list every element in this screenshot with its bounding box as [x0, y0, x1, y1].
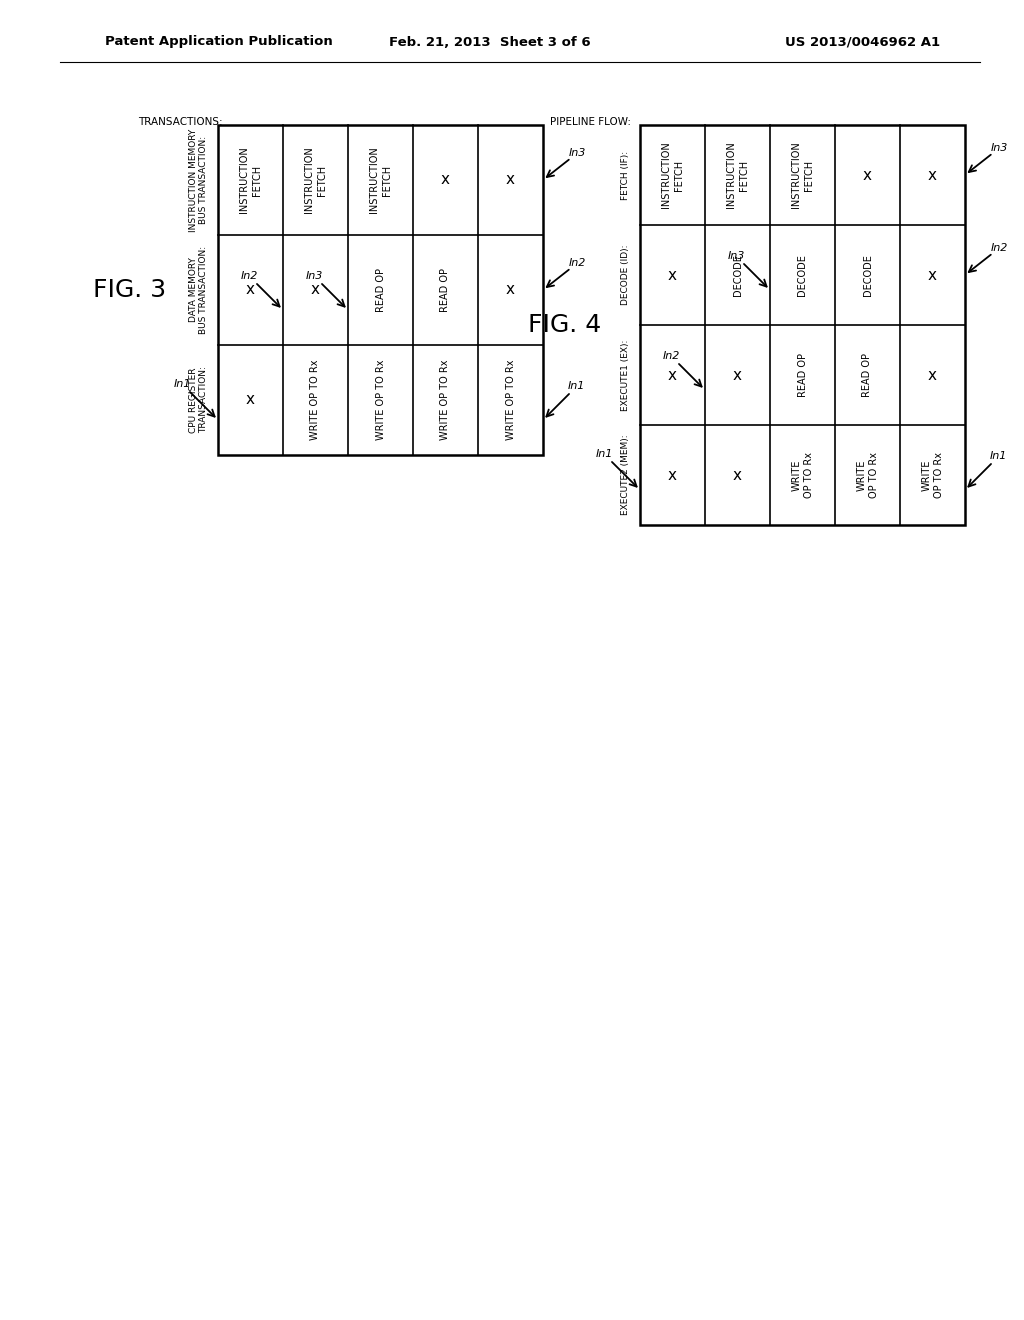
Text: READ OP: READ OP — [862, 352, 872, 397]
Text: EXECUTE2 (MEM):: EXECUTE2 (MEM): — [621, 434, 630, 515]
Text: INSTRUCTION
FETCH: INSTRUCTION FETCH — [304, 147, 327, 214]
Text: x: x — [668, 367, 677, 383]
Text: READ OP: READ OP — [376, 268, 385, 312]
Text: WRITE OP TO Rx: WRITE OP TO Rx — [376, 360, 385, 441]
Text: FETCH (IF):: FETCH (IF): — [621, 150, 630, 199]
Text: INSTRUCTION
FETCH: INSTRUCTION FETCH — [792, 141, 814, 209]
Bar — [640, 125, 965, 525]
Text: INSTRUCTION
FETCH: INSTRUCTION FETCH — [240, 147, 262, 214]
Text: INSTRUCTION
FETCH: INSTRUCTION FETCH — [726, 141, 749, 209]
Text: x: x — [441, 173, 450, 187]
Text: PIPELINE FLOW:: PIPELINE FLOW: — [550, 117, 631, 127]
Text: WRITE OP TO Rx: WRITE OP TO Rx — [440, 360, 451, 441]
Text: In3: In3 — [568, 148, 586, 158]
Text: READ OP: READ OP — [440, 268, 451, 312]
Text: In1: In1 — [990, 451, 1008, 462]
Text: x: x — [668, 268, 677, 282]
Text: WRITE
OP TO Rx: WRITE OP TO Rx — [792, 451, 814, 498]
Text: CPU REGISTER
TRANSACTION:: CPU REGISTER TRANSACTION: — [188, 367, 208, 433]
Text: In1: In1 — [596, 449, 613, 459]
Text: DECODE: DECODE — [862, 253, 872, 296]
Text: INSTRUCTION
FETCH: INSTRUCTION FETCH — [662, 141, 684, 209]
Text: In2: In2 — [663, 351, 680, 362]
Text: x: x — [863, 168, 872, 182]
Text: TRANSACTIONS:: TRANSACTIONS: — [138, 117, 222, 127]
Text: US 2013/0046962 A1: US 2013/0046962 A1 — [784, 36, 940, 49]
Text: x: x — [506, 173, 515, 187]
Text: FIG. 4: FIG. 4 — [528, 313, 602, 337]
Text: x: x — [733, 467, 742, 483]
Text: In3: In3 — [990, 143, 1008, 153]
Text: INSTRUCTION MEMORY
BUS TRANSACTION:: INSTRUCTION MEMORY BUS TRANSACTION: — [188, 128, 208, 231]
Text: x: x — [668, 467, 677, 483]
Text: INSTRUCTION
FETCH: INSTRUCTION FETCH — [370, 147, 392, 214]
Text: In1: In1 — [174, 379, 191, 389]
Text: x: x — [928, 268, 937, 282]
Text: Patent Application Publication: Patent Application Publication — [105, 36, 333, 49]
Text: WRITE OP TO Rx: WRITE OP TO Rx — [506, 360, 515, 441]
Text: In2: In2 — [241, 272, 258, 281]
Text: In2: In2 — [568, 257, 586, 268]
Text: WRITE OP TO Rx: WRITE OP TO Rx — [310, 360, 321, 441]
Text: In1: In1 — [568, 381, 586, 391]
Text: In3: In3 — [728, 251, 745, 261]
Text: x: x — [928, 367, 937, 383]
Text: Feb. 21, 2013  Sheet 3 of 6: Feb. 21, 2013 Sheet 3 of 6 — [389, 36, 591, 49]
Text: x: x — [928, 168, 937, 182]
Text: x: x — [246, 392, 255, 408]
Text: WRITE
OP TO Rx: WRITE OP TO Rx — [856, 451, 879, 498]
Text: DECODE: DECODE — [732, 253, 742, 296]
Text: DECODE (ID):: DECODE (ID): — [621, 244, 630, 305]
Text: DECODE: DECODE — [798, 253, 808, 296]
Text: FIG. 3: FIG. 3 — [93, 279, 167, 302]
Text: WRITE
OP TO Rx: WRITE OP TO Rx — [922, 451, 944, 498]
Text: x: x — [246, 282, 255, 297]
Text: x: x — [506, 282, 515, 297]
Bar — [218, 125, 543, 455]
Text: EXECUTE1 (EX):: EXECUTE1 (EX): — [621, 339, 630, 411]
Text: READ OP: READ OP — [798, 352, 808, 397]
Text: In2: In2 — [990, 243, 1008, 253]
Text: In3: In3 — [305, 272, 323, 281]
Text: x: x — [311, 282, 319, 297]
Text: x: x — [733, 367, 742, 383]
Text: DATA MEMORY
BUS TRANSACTION:: DATA MEMORY BUS TRANSACTION: — [188, 246, 208, 334]
